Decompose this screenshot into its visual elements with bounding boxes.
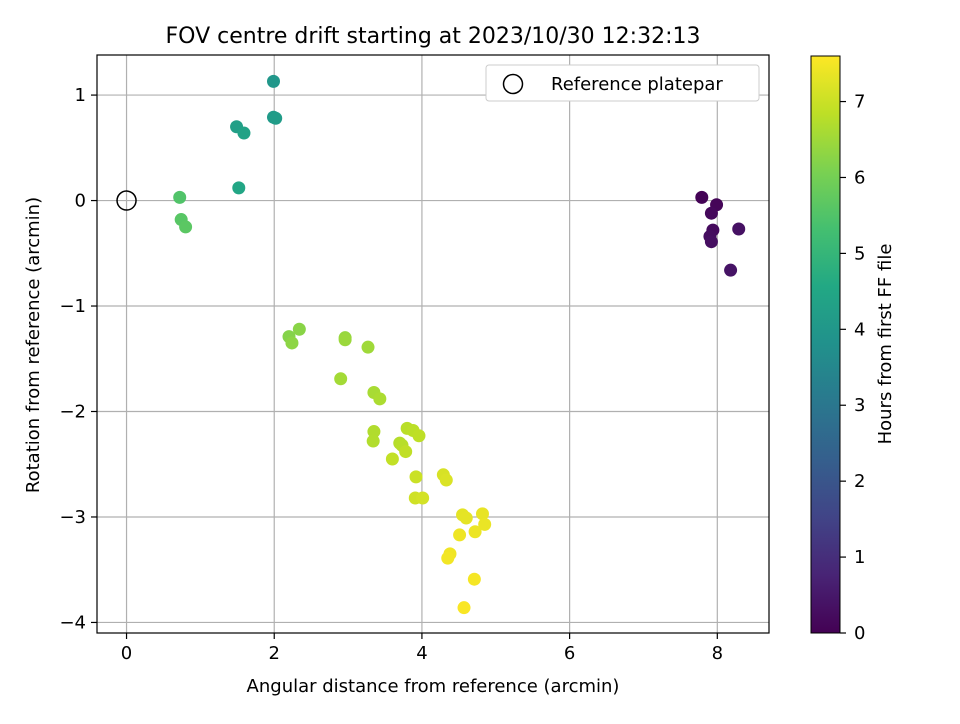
data-point: [173, 190, 187, 204]
data-point: [704, 235, 718, 249]
x-tick-label: 6: [564, 643, 575, 664]
colorbar-tick-label: 1: [854, 547, 865, 568]
colorbar-tick-label: 7: [854, 92, 865, 113]
data-point: [361, 340, 375, 354]
data-points: [173, 74, 746, 615]
data-point: [453, 528, 467, 542]
data-point: [412, 429, 426, 443]
data-point: [459, 511, 473, 525]
y-tick-label: −1: [59, 296, 86, 317]
data-point: [385, 452, 399, 466]
colorbar-tick-label: 6: [854, 167, 865, 188]
data-point: [366, 434, 380, 448]
colorbar: 0 1 2 3 4 5 6 7 Hours from first FF file: [810, 55, 896, 644]
legend-box: [485, 64, 760, 102]
x-axis-ticks: 0 2 4 6 8: [121, 633, 723, 664]
y-tick-label: −4: [59, 612, 86, 633]
data-point: [399, 445, 413, 459]
data-point: [373, 392, 387, 406]
data-point: [237, 126, 251, 140]
legend-marker-icon: [502, 73, 524, 95]
colorbar-ticks: 0 1 2 3 4 5 6 7: [840, 92, 865, 644]
data-point: [695, 190, 709, 204]
data-point: [732, 222, 746, 236]
data-point: [232, 181, 246, 195]
data-point: [457, 601, 471, 615]
data-point: [416, 491, 430, 505]
plot-area-frame: [96, 54, 770, 634]
data-point: [367, 425, 381, 439]
data-point: [269, 111, 283, 125]
y-tick-label: 1: [75, 85, 86, 106]
colorbar-tick-label: 2: [854, 471, 865, 492]
data-point: [724, 263, 738, 277]
y-axis-label: Rotation from reference (arcmin): [23, 197, 44, 493]
data-point: [285, 336, 299, 350]
reference-marker-layer: [116, 190, 137, 211]
data-point: [441, 551, 455, 565]
data-point: [334, 372, 348, 386]
data-point: [478, 517, 492, 531]
colorbar-label: Hours from first FF file: [875, 244, 896, 445]
colorbar-gradient: [810, 55, 841, 634]
legend-entry-reference: Reference platepar: [551, 74, 723, 95]
legend: Reference platepar: [485, 64, 760, 102]
reference-platepar-marker: [116, 190, 137, 211]
y-tick-label: −2: [59, 402, 86, 423]
data-point: [439, 473, 453, 487]
chart-title: FOV centre drift starting at 2023/10/30 …: [166, 24, 701, 49]
data-point: [292, 322, 306, 336]
y-axis-ticks: 1 0 −1 −2 −3 −4: [59, 85, 97, 633]
y-tick-label: −3: [59, 507, 86, 528]
x-tick-label: 0: [121, 643, 132, 664]
data-point: [179, 220, 193, 234]
colorbar-tick-label: 3: [854, 395, 865, 416]
x-tick-label: 4: [416, 643, 427, 664]
data-point: [475, 507, 489, 521]
data-point: [338, 333, 352, 347]
x-tick-label: 2: [269, 643, 280, 664]
data-point: [409, 470, 423, 484]
x-tick-label: 8: [712, 643, 723, 664]
data-point: [467, 572, 481, 586]
colorbar-tick-label: 0: [854, 623, 865, 644]
colorbar-tick-label: 5: [854, 243, 865, 264]
data-point: [266, 74, 280, 88]
data-point: [468, 525, 482, 539]
y-tick-label: 0: [75, 191, 86, 212]
colorbar-tick-label: 4: [854, 319, 865, 340]
grid-lines: [97, 55, 769, 633]
x-axis-label: Angular distance from reference (arcmin): [247, 676, 620, 697]
data-point: [704, 206, 718, 220]
